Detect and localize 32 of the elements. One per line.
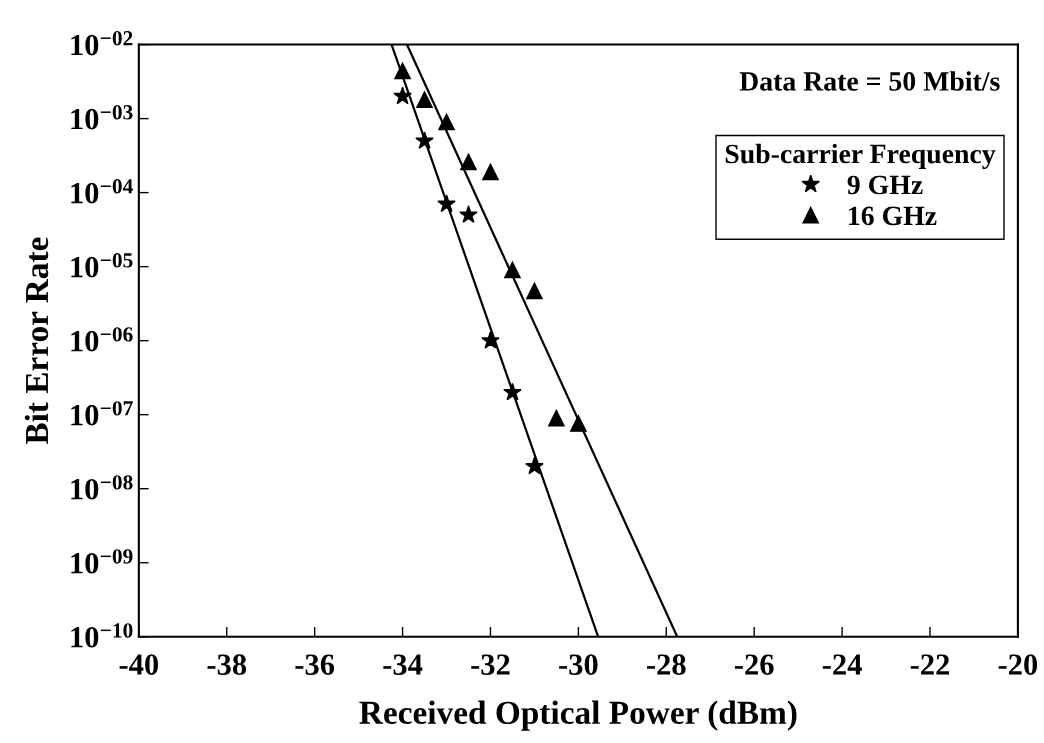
legend-label: 9 GHz [847,175,923,195]
point [526,282,543,300]
legend-label: 16 GHz [849,206,937,226]
y-axis-title: Bit Error Rate [24,237,49,445]
point [459,205,478,223]
x-tick-label: -22 [910,654,950,675]
annotation: Data Rate = 50 Mbit/s [739,71,1000,91]
point [393,86,412,105]
x-tick-label: -24 [822,654,862,675]
x-axis-title: Received Optical Power (dBm) [359,700,797,731]
x-tick-label: -20 [998,654,1038,675]
x-tick-label: -40 [119,654,159,675]
x-tick-label: -38 [207,654,247,675]
point [416,91,433,109]
point [548,409,565,427]
y-tick-label: 10$^{−06}$ [71,327,133,352]
y-tick-label: 10$^{−05}$ [71,253,133,278]
y-tick-label: 10$^{−07}$ [71,401,133,426]
y-tick-label: 10$^{−08}$ [71,475,133,500]
y-tick-label: 10$^{−02}$ [71,31,133,56]
y-tick-label: 10$^{−04}$ [71,179,133,204]
legend-title: Sub-carrier Frequency [725,143,996,170]
y-tick-label: 10$^{−10}$ [71,623,133,648]
y-tick-label: 10$^{−03}$ [71,105,133,130]
x-tick-label: -34 [383,654,423,675]
x-tick-label: -32 [471,654,510,675]
y-tick-label: 10$^{−09}$ [71,549,133,574]
x-tick-label: -36 [295,654,335,675]
x-tick-label: -28 [647,654,686,675]
point [482,163,499,181]
x-tick-label: -30 [559,654,598,675]
x-tick-label: -26 [734,654,774,675]
